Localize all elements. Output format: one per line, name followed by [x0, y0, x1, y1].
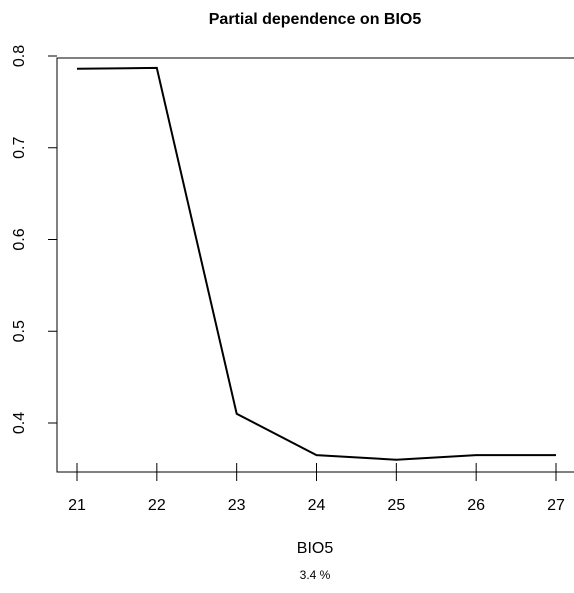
y-tick-label: 0.5 [11, 320, 28, 342]
x-tick-label: 23 [228, 497, 246, 514]
x-tick-label: 27 [547, 497, 565, 514]
x-tick-label: 24 [308, 497, 326, 514]
x-tick-label: 21 [68, 497, 86, 514]
y-tick-label: 0.4 [11, 412, 28, 434]
x-tick-label: 25 [387, 497, 405, 514]
variable-contribution-label: 3.4 % [300, 568, 331, 582]
x-tick-label: 22 [148, 497, 166, 514]
y-tick-label: 0.7 [11, 137, 28, 159]
y-axis: 0.4 0.5 0.6 0.7 0.8 [11, 45, 57, 434]
x-axis-label: BIO5 [297, 540, 334, 557]
plot-frame [56, 57, 574, 473]
x-tick-label: 26 [467, 497, 485, 514]
chart-title: Partial dependence on BIO5 [209, 11, 422, 28]
y-tick-label: 0.8 [11, 45, 28, 67]
x-axis: 21 22 23 24 25 26 27 [68, 463, 565, 514]
series-line [76, 66, 556, 461]
y-tick-label: 0.6 [11, 228, 28, 250]
